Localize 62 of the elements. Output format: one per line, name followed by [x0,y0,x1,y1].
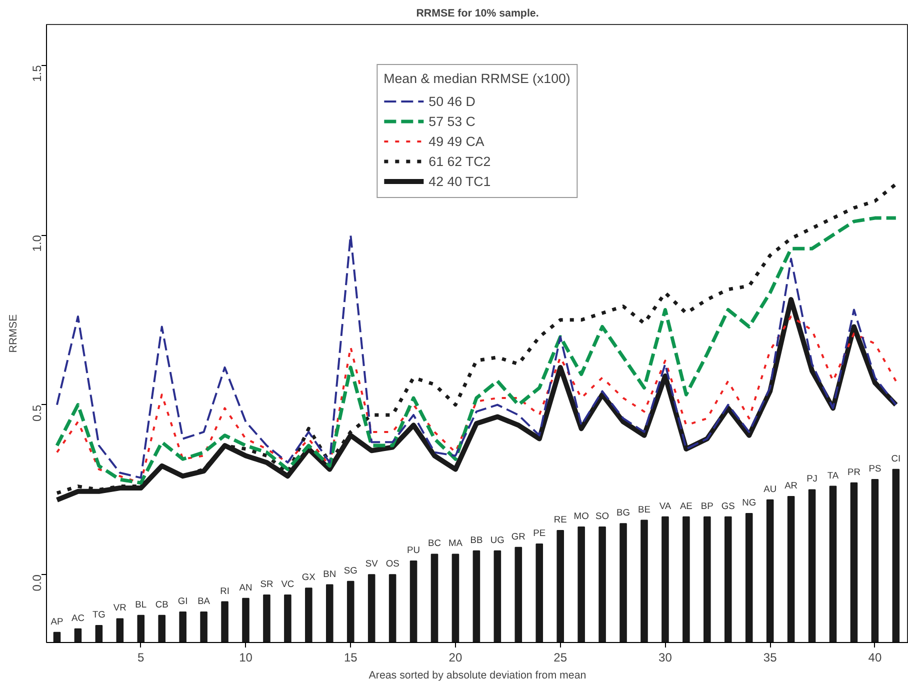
annotation: CB [155,599,168,610]
legend-label: 42 40 TC1 [428,174,491,188]
legend-label: 57 53 C [428,114,476,128]
annotation: GR [511,531,526,542]
annotation: NG [742,497,756,508]
annotation: AP [50,616,64,626]
annotation: VA [659,500,672,511]
annotation: AE [680,500,692,511]
y-tick-label: 1.0 [30,234,44,252]
annotation: BB [470,534,483,545]
annotation: BN [323,568,336,579]
annotation: SV [365,558,379,569]
annotation: PR [847,466,861,477]
legend-title: Mean & median RRMSE (x100) [384,71,570,86]
annotation: SO [596,511,610,522]
y-axis-title: RRMSE [8,314,20,353]
x-tick-label: 40 [868,650,882,664]
annotation: RE [554,514,567,524]
annotation: AC [71,612,85,623]
legend-label: 49 49 CA [428,134,484,148]
annotation: SR [260,578,274,589]
annotation: SG [344,565,358,576]
annotation: AU [764,484,777,494]
annotation: GX [302,572,316,582]
y-tick-label: 1.5 [30,64,44,82]
annotation: BP [700,500,714,511]
annotation: BE [638,504,650,514]
annotation: UG [490,534,504,545]
x-tick-label: 15 [344,650,358,664]
annotation: BL [135,599,147,610]
annotation: PS [868,464,882,474]
annotation: PJ [806,474,818,484]
x-tick-label: 35 [763,650,778,664]
annotation: VC [281,578,294,589]
x-axis-title: Areas sorted by absolute deviation from mean [368,670,586,682]
legend-label: 50 46 D [428,94,476,108]
x-tick-label: 25 [554,650,568,664]
annotation: MO [574,511,589,522]
annotation: RI [220,586,230,596]
annotation: AN [239,582,252,592]
annotation: PU [407,545,420,556]
annotation: VR [113,602,127,613]
x-tick-label: 10 [239,650,253,664]
annotation: PE [533,528,546,538]
annotation: BG [616,508,630,518]
chart-title: RRMSE for 10% sample. [416,8,539,20]
annotation: BA [198,596,211,606]
x-tick-label: 5 [138,650,145,664]
annotation: CI [891,453,901,464]
annotation: TG [92,610,106,620]
x-tick-label: 30 [658,650,672,664]
y-tick-label: 0.5 [30,404,44,422]
legend-label: 61 62 TC2 [428,154,491,168]
annotation: GS [721,500,735,511]
annotation: TA [827,470,840,480]
annotation: MA [448,538,464,548]
annotation: OS [386,558,400,569]
annotation: GI [178,596,188,606]
y-tick-label: 0.0 [30,574,44,592]
annotation: AR [784,480,798,490]
annotation: BC [428,538,442,548]
x-tick-label: 20 [448,650,462,664]
